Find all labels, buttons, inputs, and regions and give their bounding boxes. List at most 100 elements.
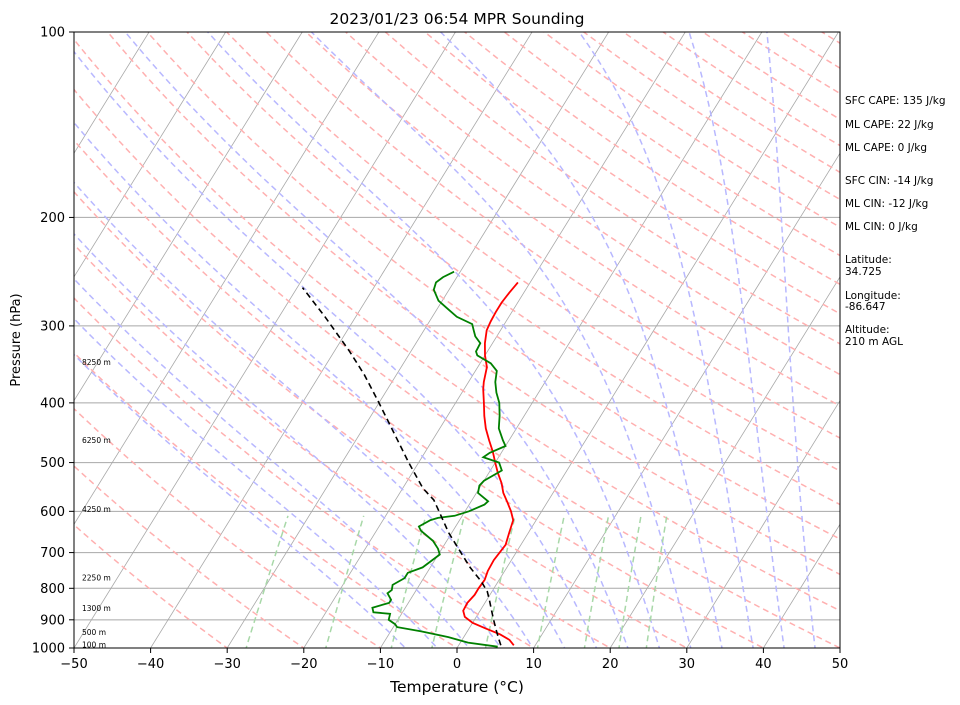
height-label: 1300 m: [82, 604, 111, 613]
dry-adiabat: [424, 32, 840, 315]
dry-adiabat: [305, 32, 840, 407]
dry-adiabat: [186, 32, 840, 506]
y-tick-label: 500: [40, 456, 65, 471]
annotation-line: Longitude:: [845, 290, 901, 302]
height-label: 500 m: [82, 628, 106, 637]
x-tick-label: −40: [137, 657, 164, 672]
isotherm-line: [456, 32, 839, 648]
height-label: 4250 m: [82, 505, 111, 514]
y-tick-label: 900: [40, 613, 65, 628]
dry-adiabat: [74, 190, 689, 648]
annotation-line: Latitude:: [845, 254, 892, 266]
isotherm-line: [303, 32, 686, 648]
moist-adiabat: [74, 232, 502, 648]
isotherm-line: [74, 32, 150, 154]
dry-adiabat: [107, 32, 840, 576]
height-label: 8250 m: [82, 358, 111, 367]
isotherm-line: [533, 152, 840, 648]
x-tick-label: 50: [832, 657, 849, 672]
moist-adiabat: [74, 277, 471, 648]
x-tick-label: −30: [213, 657, 240, 672]
x-tick-label: 30: [679, 657, 696, 672]
dry-adiabat: [74, 243, 612, 648]
profile-lines: [301, 270, 519, 648]
height-label: 6250 m: [82, 436, 111, 445]
mixing-ratio-line: [390, 515, 427, 648]
isotherm-line: [74, 32, 456, 648]
isotherm-line: [686, 399, 840, 648]
dry-adiabat: [74, 351, 459, 648]
y-tick-label: 600: [40, 505, 65, 520]
mixing-ratio-line: [245, 515, 289, 648]
moist-adiabat: [578, 32, 754, 648]
moist-adiabat: [74, 317, 439, 648]
axes: −50 −40 −30 −20 −10 0 10 20 30 40 50 1000 900 800 700 6…: [32, 26, 848, 673]
annotation-line: ML CIN: 0 J/kg: [845, 221, 918, 233]
moist-adiabat: [74, 353, 407, 648]
x-tick-label: 0: [453, 657, 461, 672]
isotherm-line: [609, 276, 840, 648]
dry-adiabat: [74, 139, 766, 648]
mixing-ratio-line: [431, 515, 466, 648]
x-tick-label: 10: [525, 657, 542, 672]
dry-adiabat: [74, 88, 840, 648]
y-tick-label: 300: [40, 319, 65, 334]
mixing-ratio-line: [484, 515, 516, 648]
y-tick-label: 700: [40, 546, 65, 561]
annotation-line: 34.725: [845, 266, 882, 278]
y-tick-label: 1000: [32, 642, 65, 657]
dry-adiabat: [74, 297, 536, 648]
y-tick-label: 800: [40, 582, 65, 597]
annotation-line: SFC CAPE: 135 J/kg: [845, 95, 946, 107]
isotherm-line: [74, 32, 303, 402]
dry-adiabat: [74, 465, 306, 648]
x-axis-label: Temperature (°C): [389, 678, 524, 696]
dry-adiabat: [146, 32, 840, 540]
moist-adiabat: [688, 32, 785, 648]
height-labels: 100 m 500 m 1300 m 2250 m 4250 m 6250 m 8250 m: [82, 358, 111, 650]
chart-title: 2023/01/23 06:54 MPR Sounding: [329, 10, 584, 28]
annotation-line: Altitude:: [845, 324, 890, 336]
moist-adiabat: [74, 121, 566, 648]
height-label: 2250 m: [82, 574, 111, 583]
moist-adiabat: [74, 181, 534, 648]
stability-annotations: SFC CAPE: 135 J/kg ML CAPE: 22 J/kg ML CAP…: [845, 95, 946, 348]
x-tick-label: −10: [367, 657, 394, 672]
isotherm-line: [226, 32, 610, 648]
annotation-line: -86.647: [845, 301, 886, 313]
isotherm-line: [763, 523, 840, 648]
x-tick-label: 40: [755, 657, 772, 672]
y-tick-label: 400: [40, 396, 65, 411]
x-tick-label: −50: [60, 657, 87, 672]
moist-adiabat: [74, 50, 598, 648]
moist-adiabat: [310, 32, 692, 648]
mixing-ratio-line: [536, 515, 565, 648]
isotherm-line: [380, 32, 763, 648]
mixing-ratio-line: [583, 515, 610, 648]
moist-adiabat: [766, 32, 816, 648]
annotation-line: 210 m AGL: [845, 336, 903, 348]
dry-adiabat: [941, 32, 960, 661]
isotherm-line: [74, 32, 380, 526]
annotation-line: ML CAPE: 22 J/kg: [845, 119, 934, 131]
y-tick-label: 100: [40, 26, 65, 41]
annotation-line: ML CAPE: 0 J/kg: [845, 142, 927, 154]
isotherm-line: [74, 32, 227, 278]
annotation-line: ML CIN: -12 J/kg: [845, 198, 928, 210]
x-tick-label: 20: [602, 657, 619, 672]
dry-adiabat: [74, 407, 382, 648]
temperature-profile: [462, 281, 519, 646]
height-label: 100 m: [82, 641, 106, 650]
dry-adiabat: [265, 32, 840, 439]
dewpoint-profile: [371, 270, 507, 648]
y-tick-label: 200: [40, 211, 65, 226]
moist-adiabat: [440, 32, 723, 648]
moist-adiabat: [207, 32, 661, 648]
mixing-ratio-line: [618, 515, 642, 648]
y-axis-label: Pressure (hPa): [9, 293, 24, 386]
mixing-ratio-line: [325, 515, 365, 648]
annotation-line: SFC CIN: -14 J/kg: [845, 175, 933, 187]
mixing-ratio-line: [645, 515, 668, 648]
background-lines: [74, 32, 960, 661]
